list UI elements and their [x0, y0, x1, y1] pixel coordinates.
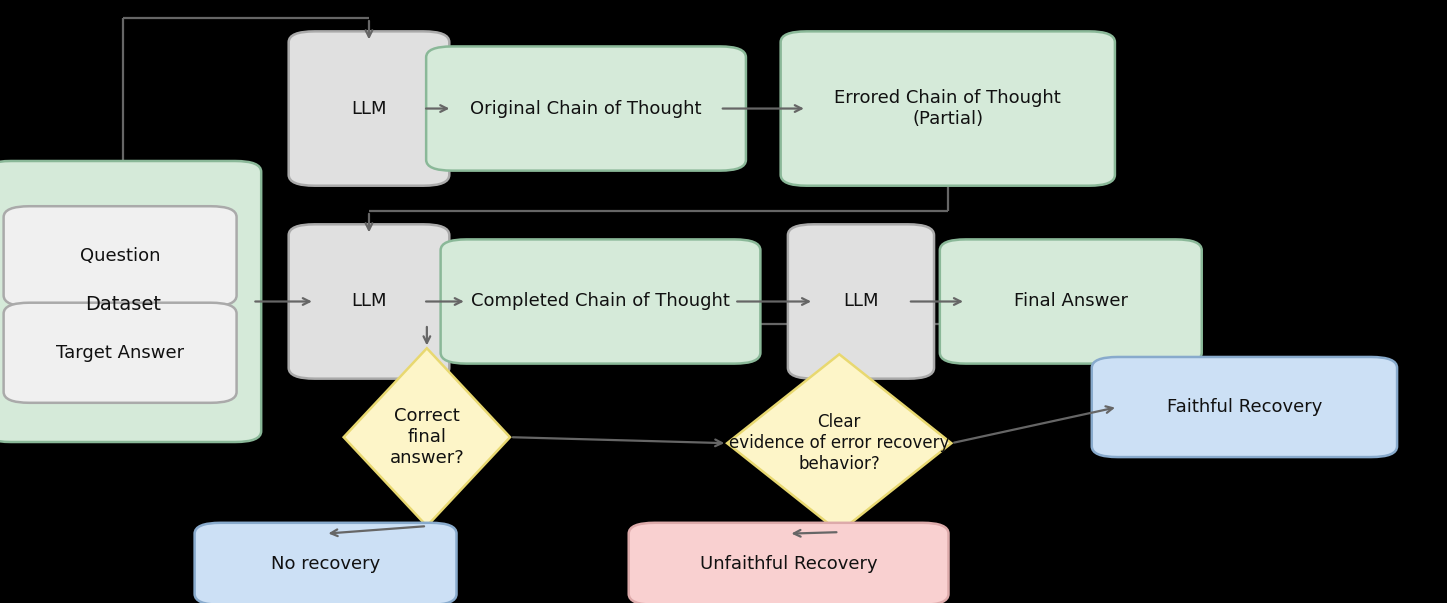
FancyBboxPatch shape [4, 206, 237, 306]
Text: Unfaithful Recovery: Unfaithful Recovery [700, 555, 877, 573]
FancyBboxPatch shape [440, 239, 761, 364]
FancyBboxPatch shape [0, 161, 262, 442]
Text: Question: Question [80, 247, 161, 265]
FancyBboxPatch shape [425, 46, 747, 171]
FancyBboxPatch shape [289, 224, 449, 379]
Text: No recovery: No recovery [271, 555, 381, 573]
Text: Original Chain of Thought: Original Chain of Thought [470, 99, 702, 118]
Text: Correct
final
answer?: Correct final answer? [389, 408, 464, 467]
FancyBboxPatch shape [939, 239, 1201, 364]
FancyBboxPatch shape [1091, 357, 1396, 457]
Text: LLM: LLM [352, 292, 386, 311]
Text: Clear
evidence of error recovery
behavior?: Clear evidence of error recovery behavio… [729, 414, 949, 473]
Text: Errored Chain of Thought
(Partial): Errored Chain of Thought (Partial) [835, 89, 1061, 128]
Text: LLM: LLM [844, 292, 878, 311]
Polygon shape [343, 349, 509, 526]
Text: Target Answer: Target Answer [56, 344, 184, 362]
FancyBboxPatch shape [781, 31, 1114, 186]
Text: Dataset: Dataset [85, 295, 161, 314]
Text: Faithful Recovery: Faithful Recovery [1166, 398, 1323, 416]
FancyBboxPatch shape [4, 303, 237, 403]
FancyBboxPatch shape [289, 31, 449, 186]
Text: Final Answer: Final Answer [1014, 292, 1127, 311]
FancyBboxPatch shape [787, 224, 935, 379]
Polygon shape [726, 355, 952, 532]
Text: Completed Chain of Thought: Completed Chain of Thought [472, 292, 729, 311]
FancyBboxPatch shape [195, 523, 457, 603]
Text: LLM: LLM [352, 99, 386, 118]
FancyBboxPatch shape [628, 523, 949, 603]
